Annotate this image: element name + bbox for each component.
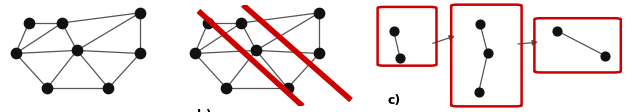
Point [221, 87, 232, 89]
Point [236, 23, 246, 25]
Text: c): c) [387, 94, 401, 106]
Point [314, 13, 324, 15]
Point [552, 30, 562, 32]
Point [189, 53, 200, 55]
Point [314, 53, 324, 55]
Point [42, 87, 52, 89]
Point [24, 23, 34, 25]
Point [483, 53, 493, 55]
Point [474, 91, 484, 93]
Point [57, 23, 67, 25]
Point [600, 55, 610, 57]
Point [10, 53, 20, 55]
Text: b): b) [196, 108, 212, 112]
Point [203, 23, 213, 25]
Point [135, 53, 145, 55]
Point [388, 30, 399, 32]
Point [395, 57, 405, 59]
Point [135, 13, 145, 15]
Point [104, 87, 114, 89]
Point [475, 24, 485, 26]
Point [251, 50, 261, 52]
Point [283, 87, 293, 89]
Point [72, 50, 82, 52]
